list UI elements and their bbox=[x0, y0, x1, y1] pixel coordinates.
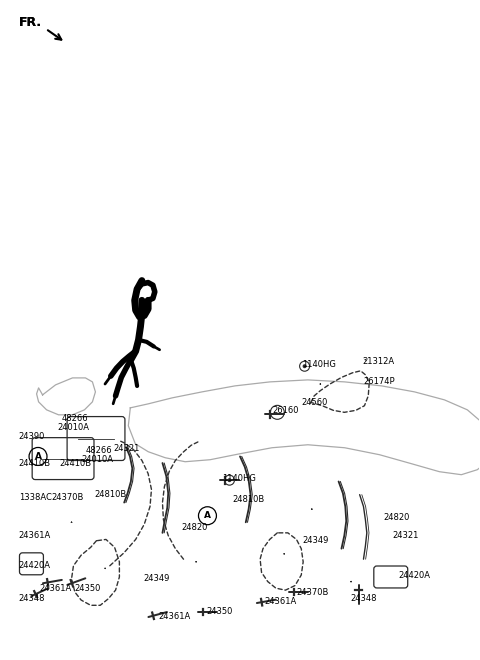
Text: 24420A: 24420A bbox=[19, 560, 51, 570]
Text: A: A bbox=[35, 452, 42, 461]
Text: 24321: 24321 bbox=[392, 531, 419, 540]
Text: 24350: 24350 bbox=[75, 584, 101, 593]
Text: 24810B: 24810B bbox=[233, 496, 265, 504]
Text: 1338AC: 1338AC bbox=[19, 494, 52, 502]
Text: 24370B: 24370B bbox=[51, 494, 84, 502]
Text: 24348: 24348 bbox=[19, 594, 46, 603]
Text: 24361A: 24361A bbox=[158, 612, 191, 621]
Text: 24420A: 24420A bbox=[398, 570, 430, 579]
Text: 48266: 48266 bbox=[86, 446, 112, 455]
Text: 24560: 24560 bbox=[301, 398, 328, 407]
Text: 1140HG: 1140HG bbox=[302, 360, 336, 369]
Text: 24390: 24390 bbox=[19, 432, 45, 441]
Text: 24321: 24321 bbox=[113, 444, 140, 453]
Text: 24810B: 24810B bbox=[94, 490, 126, 499]
Text: 24010A: 24010A bbox=[81, 455, 113, 463]
Text: 24349: 24349 bbox=[144, 574, 170, 583]
Text: 26174P: 26174P bbox=[363, 377, 395, 386]
Text: 24350: 24350 bbox=[206, 607, 233, 616]
Text: 1140HG: 1140HG bbox=[222, 474, 256, 482]
Text: FR.: FR. bbox=[19, 16, 42, 29]
FancyArrowPatch shape bbox=[48, 30, 61, 40]
Text: A: A bbox=[204, 512, 211, 520]
Text: 48266: 48266 bbox=[62, 414, 89, 424]
Text: 24370B: 24370B bbox=[297, 587, 329, 597]
Text: 24348: 24348 bbox=[350, 594, 377, 603]
Text: 26160: 26160 bbox=[273, 406, 299, 415]
Text: 24820: 24820 bbox=[384, 513, 410, 522]
Text: 24361A: 24361A bbox=[19, 531, 51, 540]
Circle shape bbox=[228, 478, 231, 482]
Text: 24410B: 24410B bbox=[59, 459, 91, 467]
Text: 24010A: 24010A bbox=[57, 423, 89, 432]
Text: 24410B: 24410B bbox=[19, 459, 51, 467]
Text: 21312A: 21312A bbox=[362, 357, 394, 366]
Text: 24820: 24820 bbox=[181, 523, 208, 532]
Text: 24361A: 24361A bbox=[265, 597, 297, 606]
Text: 24361A: 24361A bbox=[39, 584, 71, 593]
Text: 24349: 24349 bbox=[302, 537, 329, 545]
Circle shape bbox=[302, 364, 307, 368]
Text: FR.: FR. bbox=[19, 16, 42, 29]
